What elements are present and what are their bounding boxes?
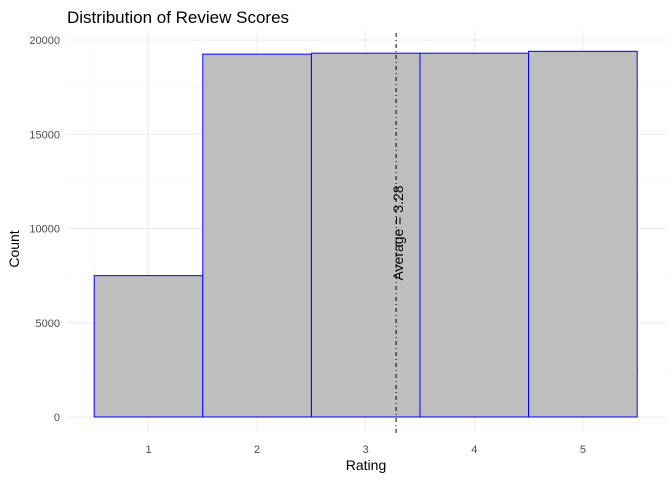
y-axis-title: Count [6, 230, 22, 267]
x-axis-ticks: 1 2 3 4 5 [145, 444, 586, 456]
x-axis-title: Rating [346, 457, 386, 473]
y-tick-label: 15000 [29, 129, 60, 141]
chart-title: Distribution of Review Scores [67, 8, 289, 27]
x-tick-label: 2 [254, 444, 260, 456]
bar-rating-2 [202, 53, 312, 418]
x-tick-label: 1 [145, 444, 151, 456]
y-tick-label: 10000 [29, 224, 60, 236]
y-tick-label: 5000 [36, 318, 60, 330]
bar-rating-5 [528, 50, 638, 418]
bar-rating-3 [310, 52, 421, 418]
average-reference: Average = 3.28 [390, 33, 406, 435]
bar-rating-4 [419, 52, 530, 418]
bars [93, 50, 638, 418]
y-axis-ticks: 0 5000 10000 15000 20000 [29, 35, 60, 424]
x-tick-label: 4 [471, 444, 477, 456]
y-tick-label: 0 [54, 412, 60, 424]
y-tick-label: 20000 [29, 35, 60, 47]
average-label: Average = 3.28 [390, 185, 406, 280]
bar-rating-1 [93, 275, 204, 418]
x-tick-label: 5 [580, 444, 586, 456]
x-tick-label: 3 [363, 444, 369, 456]
